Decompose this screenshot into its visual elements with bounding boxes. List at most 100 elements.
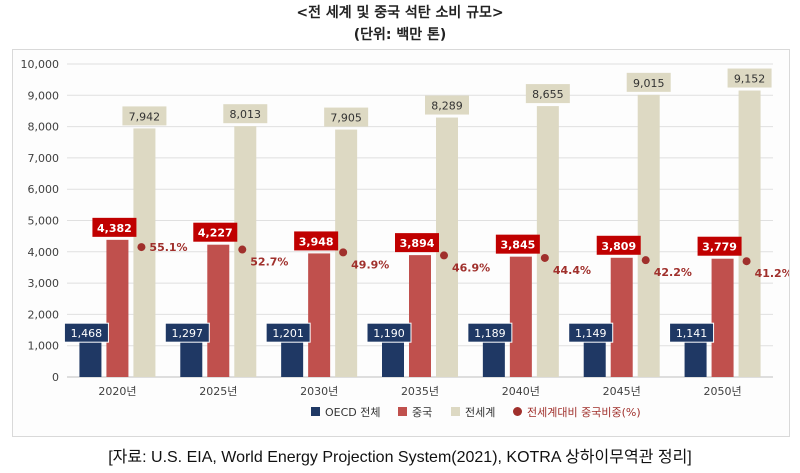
bar-world <box>133 128 156 377</box>
data-label-box-world <box>324 107 369 127</box>
share-label: 44.4% <box>553 264 591 277</box>
share-label: 49.9% <box>351 258 389 271</box>
share-point <box>742 257 751 266</box>
data-label-oecd: 1,201 <box>272 327 304 340</box>
x-tick-label: 2030년 <box>300 385 338 398</box>
x-tick-label: 2035년 <box>401 385 439 398</box>
bar-world <box>536 106 559 377</box>
data-label-box-oecd <box>63 322 109 343</box>
legend-swatch <box>398 407 407 416</box>
data-label-box-world <box>626 72 671 92</box>
share-label: 55.1% <box>149 241 187 254</box>
data-label-box-oecd <box>265 322 311 343</box>
legend-swatch <box>311 407 320 416</box>
y-tick-label: 3,000 <box>28 277 60 290</box>
y-tick-label: 5,000 <box>28 215 60 228</box>
data-label-box-world <box>425 95 469 115</box>
x-tick-label: 2020년 <box>98 385 136 398</box>
x-tick-label: 2050년 <box>704 385 742 398</box>
share-point <box>339 248 348 257</box>
data-label-oecd: 1,189 <box>474 327 506 340</box>
data-label-box-oecd <box>568 322 614 343</box>
y-tick-label: 9,000 <box>28 89 60 102</box>
data-label-china: 4,227 <box>198 227 233 240</box>
data-label-world: 8,013 <box>230 108 262 121</box>
data-label-box-world <box>122 106 167 126</box>
x-tick-label: 2045년 <box>603 385 641 398</box>
share-label: 42.2% <box>654 266 692 279</box>
share-point <box>137 243 146 252</box>
x-tick-label: 2040년 <box>502 385 540 398</box>
x-tick-label: 2025년 <box>199 385 237 398</box>
chart-title: <전 세계 및 중국 석탄 소비 규모> <box>296 5 504 21</box>
share-point <box>641 256 650 265</box>
data-label-oecd: 1,141 <box>676 327 708 340</box>
bar-china <box>409 255 431 377</box>
bar-china <box>308 253 331 377</box>
bar-oecd <box>482 339 505 377</box>
y-tick-label: 10,000 <box>21 58 60 71</box>
data-label-china: 3,894 <box>400 237 435 250</box>
share-label: 52.7% <box>250 256 288 269</box>
legend-swatch <box>513 407 522 416</box>
bar-oecd <box>281 339 304 377</box>
data-label-china: 3,809 <box>601 240 636 253</box>
data-label-world: 8,289 <box>431 100 463 113</box>
data-label-box-china <box>92 217 137 237</box>
y-tick-label: 6,000 <box>28 183 60 196</box>
y-tick-label: 8,000 <box>28 121 60 134</box>
data-label-world: 9,152 <box>734 73 766 86</box>
y-tick-label: 2,000 <box>28 308 60 321</box>
share-point <box>238 245 247 254</box>
bar-china <box>711 258 734 377</box>
data-label-world: 7,905 <box>330 112 362 125</box>
legend-label: OECD 전체 <box>325 406 381 419</box>
legend-swatch <box>451 407 460 416</box>
share-label: 46.9% <box>452 261 490 274</box>
data-label-china: 3,948 <box>299 235 334 248</box>
bar-world <box>436 117 458 378</box>
bar-oecd <box>583 341 606 377</box>
share-point <box>440 251 448 260</box>
legend-label: 전세계 <box>465 406 495 419</box>
y-tick-label: 7,000 <box>28 152 60 165</box>
data-label-box-china <box>395 233 439 253</box>
data-label-box-china <box>495 234 540 254</box>
coal-consumption-chart: 0 1,000 2,000 3,000 4,000 5,000 6,000 7,000 8,00… <box>21 58 793 419</box>
data-label-box-oecd <box>669 322 715 343</box>
data-label-oecd: 1,297 <box>172 327 204 340</box>
bar-china <box>509 256 532 377</box>
data-label-oecd: 1,468 <box>71 327 103 340</box>
data-label-box-world <box>727 68 772 88</box>
bar-oecd <box>382 339 404 377</box>
data-label-china: 3,779 <box>702 241 737 254</box>
legend-label: 중국 <box>412 406 432 419</box>
data-label-china: 4,382 <box>97 222 132 235</box>
data-label-box-china <box>294 231 339 251</box>
data-label-box-world <box>223 104 268 124</box>
chart-frame: 0 1,000 2,000 3,000 4,000 5,000 6,000 7,000 8,00… <box>12 49 793 437</box>
y-tick-label: 4,000 <box>28 246 60 259</box>
bar-world <box>738 90 761 377</box>
data-label-box-world <box>525 84 570 104</box>
data-label-box-china <box>193 222 238 242</box>
bar-oecd <box>684 341 707 377</box>
bar-china <box>610 257 633 377</box>
bar-world <box>637 94 660 377</box>
data-label-box-china <box>596 235 641 255</box>
data-label-box-china <box>697 236 742 256</box>
data-label-box-oecd <box>366 322 412 343</box>
chart-subtitle: (단위: 백만 톤) <box>353 27 447 43</box>
data-label-oecd: 1,190 <box>373 327 405 340</box>
y-tick-label: 0 <box>52 371 59 384</box>
bar-china <box>207 244 230 377</box>
share-label: 41.2% <box>755 267 789 280</box>
data-label-world: 8,655 <box>532 88 564 101</box>
source-note: [자료: U.S. EIA, World Energy Projection S… <box>108 449 692 466</box>
y-tick-label: 1,000 <box>28 340 60 353</box>
bar-oecd <box>180 336 203 377</box>
data-label-china: 3,845 <box>500 239 535 252</box>
data-label-box-oecd <box>164 322 210 343</box>
data-label-oecd: 1,149 <box>575 327 607 340</box>
bar-china <box>106 239 129 377</box>
